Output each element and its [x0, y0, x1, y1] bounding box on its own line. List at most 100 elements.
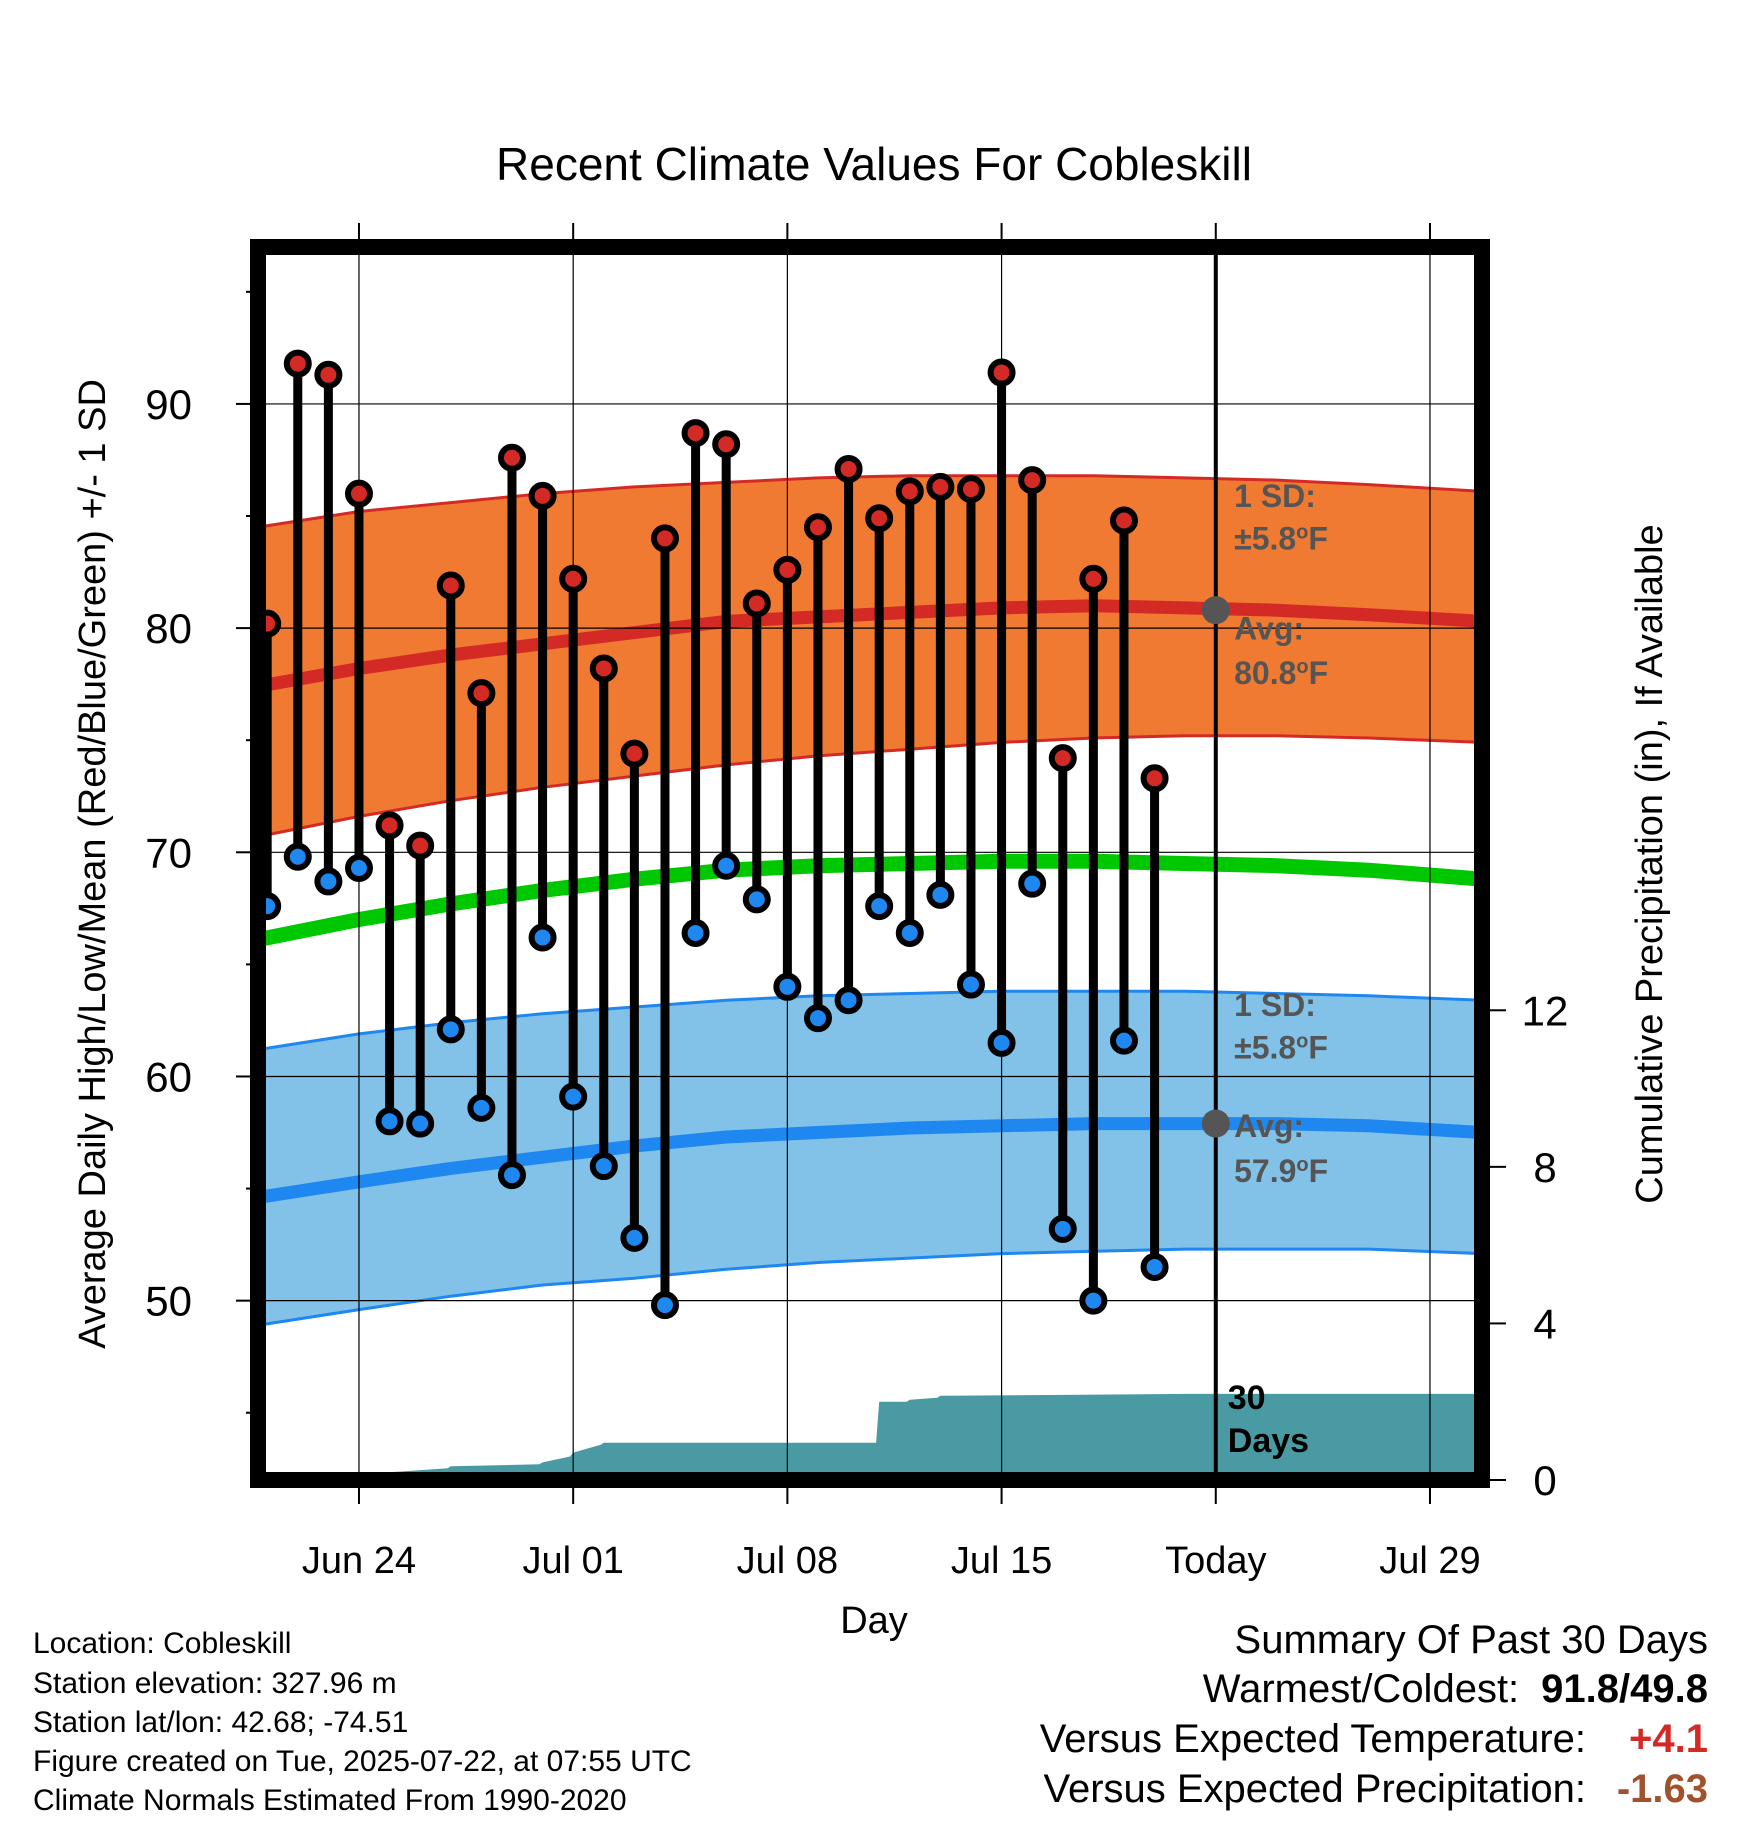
daily-high-point	[1048, 744, 1077, 773]
daily-high-point	[467, 679, 496, 708]
daily-high-point	[314, 360, 343, 389]
footer-created: Figure created on Tue, 2025-07-22, at 07…	[33, 1745, 692, 1778]
daily-low-point	[559, 1082, 588, 1111]
daily-low-point	[865, 892, 894, 921]
daily-high-point	[803, 513, 832, 542]
summary-warm-cold-value: 91.8/49.8	[1541, 1667, 1708, 1711]
high-sd-upper-line	[258, 474, 1482, 529]
daily-low-point	[1109, 1026, 1138, 1055]
daily-high-point	[956, 475, 985, 504]
daily-high-point	[528, 481, 557, 510]
plot-frame	[250, 239, 1490, 1488]
y2-axis-label: Cumulative Precipitation (in), If Availa…	[1629, 524, 1671, 1203]
daily-high-point	[865, 504, 894, 533]
band-annotation-5: ±5.8oF	[1234, 1030, 1328, 1066]
y-axis-label: Average Daily High/Low/Mean (Red/Blue/Gr…	[72, 379, 114, 1349]
band-annotation-7: 57.9oF	[1234, 1153, 1328, 1189]
daily-low-point	[773, 972, 802, 1001]
daily-high-point	[589, 654, 618, 683]
daily-low-point	[803, 1004, 832, 1033]
daily-low-point	[712, 851, 741, 880]
high-sd-lower-line	[258, 734, 1482, 839]
y2-tick-label-0: 0	[1533, 1457, 1556, 1504]
daily-high-point	[926, 472, 955, 501]
low-normal-line	[258, 1117, 1482, 1204]
daily-low-point	[283, 842, 312, 871]
daily-low-point	[620, 1223, 649, 1252]
low-sd-upper-line	[258, 989, 1482, 1052]
daily-high-point	[559, 564, 588, 593]
low-sd-band	[258, 991, 1482, 1326]
daily-low-point	[528, 923, 557, 952]
chart-title: Recent Climate Values For Cobleskill	[496, 138, 1252, 190]
daily-low-point	[895, 918, 924, 947]
daily-high-point	[1109, 506, 1138, 535]
daily-high-point	[742, 589, 771, 618]
daily-high-point	[712, 430, 741, 459]
footer-location: Location: Cobleskill	[33, 1627, 292, 1660]
daily-high-point	[406, 831, 435, 860]
summary-heading: Summary Of Past 30 Days	[1234, 1618, 1708, 1662]
band-annotation-3: 80.8oF	[1234, 655, 1328, 691]
daily-low-point	[375, 1107, 404, 1136]
band-annotation-2: Avg:	[1234, 610, 1304, 646]
daily-high-point	[681, 419, 710, 448]
daily-low-point	[926, 880, 955, 909]
days-label-line-0: 30	[1228, 1379, 1266, 1417]
footer-elevation: Station elevation: 327.96 m	[33, 1667, 397, 1700]
summary-precip-label: Versus Expected Precipitation:	[1043, 1767, 1586, 1811]
daily-low-point	[589, 1152, 618, 1181]
daily-high-point	[283, 349, 312, 378]
daily-low-point	[1048, 1214, 1077, 1243]
band-annotation-0: 1 SD:	[1234, 478, 1316, 514]
daily-low-point	[681, 918, 710, 947]
daily-high-point	[1018, 466, 1047, 495]
summary-precip-value: -1.63	[1616, 1767, 1708, 1811]
summary-temp-label: Versus Expected Temperature:	[1039, 1717, 1586, 1761]
band-annotation-1: ±5.8oF	[1234, 521, 1328, 557]
daily-high-point	[1079, 564, 1108, 593]
daily-low-point	[742, 885, 771, 914]
summary-temp: Versus Expected Temperature: +4.1	[1040, 1714, 1708, 1764]
today-normal-marker-1	[1201, 1109, 1230, 1138]
daily-low-point	[497, 1161, 526, 1190]
x-tick-label-5: Jul 29	[1379, 1540, 1480, 1582]
precip-area	[267, 1393, 1482, 1480]
x-axis-label: Day	[840, 1600, 908, 1642]
summary-precip: Versus Expected Precipitation: -1.63	[1043, 1764, 1708, 1814]
daily-low-point	[834, 986, 863, 1015]
daily-high-point	[834, 454, 863, 483]
daily-high-point	[344, 479, 373, 508]
y-tick-label-4: 90	[145, 381, 192, 428]
y2-tick-label-2: 8	[1533, 1144, 1556, 1191]
high-normal-line	[258, 599, 1482, 693]
daily-high-point	[650, 524, 679, 553]
daily-high-point	[987, 358, 1016, 387]
daily-high-point	[1140, 764, 1169, 793]
x-tick-label-2: Jul 08	[737, 1540, 838, 1582]
plot-area: 1 SD: ±5.8oF Avg: 80.8oF 1 SD: ±5.8oF Avg: 57.9…	[258, 247, 1482, 1480]
summary-warm-cold: Warmest/Coldest: 91.8/49.8	[1203, 1664, 1708, 1714]
daily-low-point	[436, 1015, 465, 1044]
y-tick-label-3: 80	[145, 605, 192, 652]
low-sd-lower-line	[258, 1247, 1482, 1327]
x-tick-label-4: Today	[1165, 1540, 1266, 1582]
y-tick-label-1: 60	[145, 1053, 192, 1100]
daily-low-point	[314, 867, 343, 896]
daily-low-point	[987, 1028, 1016, 1057]
daily-high-point	[620, 739, 649, 768]
daily-low-point	[650, 1291, 679, 1320]
summary-warm-cold-label: Warmest/Coldest:	[1202, 1667, 1520, 1711]
x-tick-label-3: Jul 15	[951, 1540, 1052, 1582]
daily-low-point	[956, 970, 985, 999]
footer-normals: Climate Normals Estimated From 1990-2020	[33, 1784, 627, 1817]
high-sd-band	[258, 475, 1482, 837]
y-tick-label-2: 70	[145, 829, 192, 876]
summary-temp-value: +4.1	[1629, 1717, 1708, 1761]
daily-high-point	[773, 555, 802, 584]
band-annotation-6: Avg:	[1234, 1108, 1304, 1144]
daily-low-point	[1018, 869, 1047, 898]
daily-high-point	[375, 811, 404, 840]
daily-high-point	[436, 571, 465, 600]
